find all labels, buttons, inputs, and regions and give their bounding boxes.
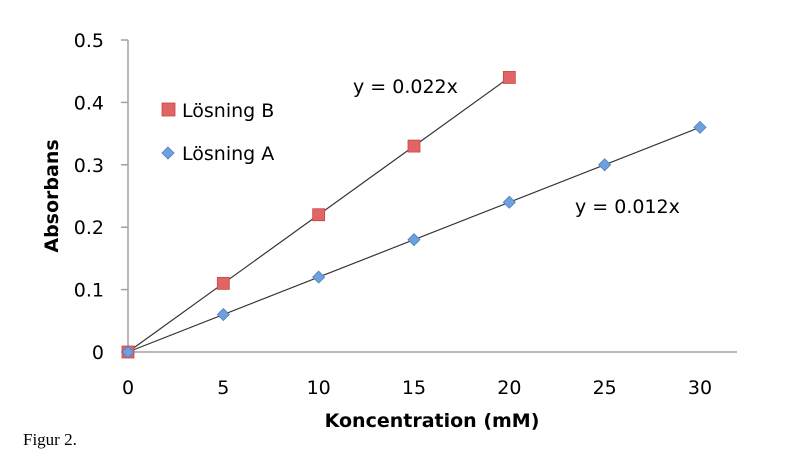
x-tick-label: 15 xyxy=(402,377,426,399)
x-tick-label: 20 xyxy=(497,377,521,399)
data-point-a xyxy=(502,195,516,209)
data-point-a xyxy=(216,307,230,322)
data-point-a xyxy=(407,233,421,247)
y-tick-label: 0.4 xyxy=(74,92,104,114)
legend-label-a: Lösning A xyxy=(182,143,274,165)
data-point-a xyxy=(693,120,707,134)
x-tick-label: 0 xyxy=(122,377,134,399)
data-point-a xyxy=(312,270,326,284)
x-tick-label: 25 xyxy=(593,377,617,399)
legend-label-b: Lösning B xyxy=(182,100,274,122)
y-tick-label: 0.5 xyxy=(74,30,104,52)
data-point-a xyxy=(598,158,612,172)
y-axis-label: Absorbans xyxy=(41,139,63,252)
data-point-b xyxy=(312,208,326,222)
y-tick-label: 0.2 xyxy=(74,217,104,239)
y-tick-label: 0.3 xyxy=(74,155,104,177)
trendline-label-b: y = 0.022x xyxy=(353,76,458,98)
figure-caption: Figur 2. xyxy=(23,430,77,449)
data-point-b xyxy=(502,71,516,84)
legend-marker-a xyxy=(161,146,175,160)
legend-marker-b xyxy=(161,102,176,117)
y-tick-label: 0.1 xyxy=(74,280,104,302)
data-point-b xyxy=(407,139,421,153)
x-tick-label: 10 xyxy=(307,377,331,399)
data-point-b xyxy=(216,276,230,290)
x-tick-label: 30 xyxy=(688,377,712,399)
legend: Lösning B Lösning A xyxy=(161,100,274,165)
y-tick-label: 0 xyxy=(92,342,104,364)
x-axis-label: Koncentration (mM) xyxy=(325,410,540,432)
x-tick-label: 5 xyxy=(217,377,229,399)
data-point-a xyxy=(121,345,135,359)
trendline-label-a: y = 0.012x xyxy=(575,196,680,218)
